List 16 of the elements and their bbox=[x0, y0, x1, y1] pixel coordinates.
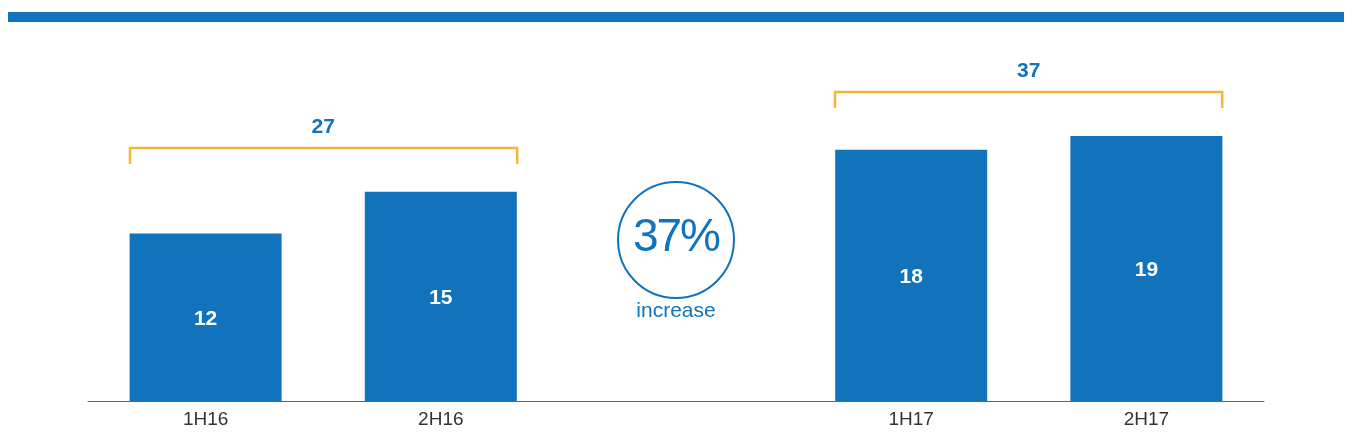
bar bbox=[129, 233, 282, 401]
x-tick-label: 1H17 bbox=[888, 408, 934, 429]
bar bbox=[1070, 135, 1223, 401]
annotation: increase bbox=[635, 298, 717, 322]
bar bbox=[364, 191, 517, 401]
data-label: 15 bbox=[429, 284, 453, 308]
x-tick-label: 2H17 bbox=[1123, 408, 1170, 429]
x-tick-label: 2H16 bbox=[418, 408, 464, 429]
annotation: 27 bbox=[310, 113, 336, 138]
x-tick-label: 1H16 bbox=[182, 408, 229, 429]
data-label: 19 bbox=[1134, 256, 1159, 280]
data-label: 18 bbox=[899, 263, 924, 287]
bar bbox=[835, 149, 988, 401]
text: 37 bbox=[1016, 57, 1042, 82]
annotation: 37% bbox=[631, 208, 721, 262]
data-label: 12 bbox=[193, 305, 218, 329]
